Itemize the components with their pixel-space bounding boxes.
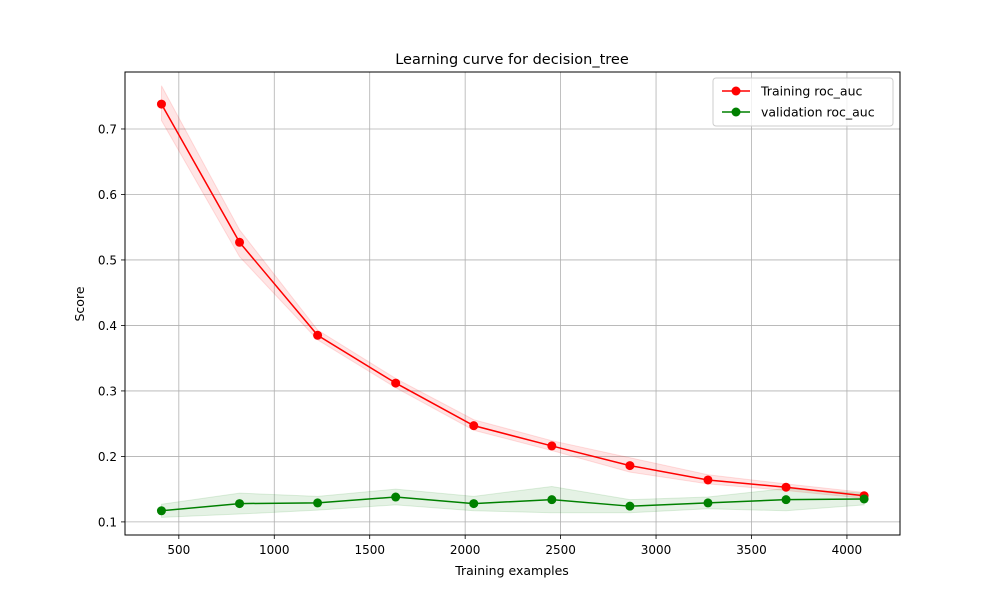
- legend-marker-training: [731, 86, 741, 96]
- point-series-1: [547, 495, 557, 505]
- point-series-0: [625, 461, 635, 471]
- point-series-1: [781, 495, 791, 505]
- point-series-1: [391, 492, 401, 502]
- point-series-0: [547, 441, 557, 451]
- y-tick-label: 0.5: [98, 253, 117, 267]
- x-axis-label: Training examples: [454, 563, 569, 578]
- point-series-1: [703, 498, 713, 508]
- y-tick-label: 0.1: [98, 515, 117, 529]
- legend-box: [712, 77, 894, 127]
- point-series-1: [156, 506, 166, 516]
- point-series-0: [391, 378, 401, 388]
- x-tick-label: 4000: [832, 543, 863, 557]
- point-series-1: [859, 494, 869, 504]
- point-series-1: [313, 498, 323, 508]
- axes: 500 1000 1500 2000 2500 3000 3500 4000 0.1 0.2 0.3…: [98, 71, 901, 557]
- point-series-0: [703, 475, 713, 485]
- y-tick-label: 0.7: [98, 122, 117, 136]
- axes-frame: [124, 71, 901, 536]
- x-tick-label: 500: [167, 543, 190, 557]
- legend: Training roc_auc validation roc_auc: [712, 77, 894, 127]
- series-lines: [156, 99, 869, 516]
- x-tick-label: 3500: [736, 543, 767, 557]
- y-tick-label: 0.6: [98, 188, 117, 202]
- point-series-1: [625, 501, 635, 511]
- x-tick-label: 2500: [545, 543, 576, 557]
- point-series-0: [156, 99, 166, 109]
- line-series-0: [160, 103, 865, 497]
- chart-title: Learning curve for decision_tree: [395, 52, 629, 68]
- point-series-0: [469, 421, 479, 431]
- x-tick-label: 2000: [450, 543, 481, 557]
- point-series-0: [235, 237, 245, 247]
- x-tick-label: 3000: [641, 543, 672, 557]
- legend-label-validation: validation roc_auc: [761, 105, 875, 120]
- x-tick-label: 1000: [259, 543, 290, 557]
- legend-marker-validation: [731, 107, 741, 117]
- point-series-1: [469, 499, 479, 509]
- y-tick-label: 0.3: [98, 384, 117, 398]
- line-series-1: [161, 496, 865, 512]
- point-series-0: [313, 330, 323, 340]
- x-tick-label: 1500: [354, 543, 385, 557]
- grid-lines: [125, 72, 900, 535]
- legend-label-training: Training roc_auc: [760, 84, 863, 99]
- y-tick-label: 0.2: [98, 450, 117, 464]
- point-series-1: [235, 499, 245, 509]
- point-series-0: [781, 482, 791, 492]
- y-tick-label: 0.4: [98, 319, 117, 333]
- y-axis-label: Score: [72, 286, 87, 321]
